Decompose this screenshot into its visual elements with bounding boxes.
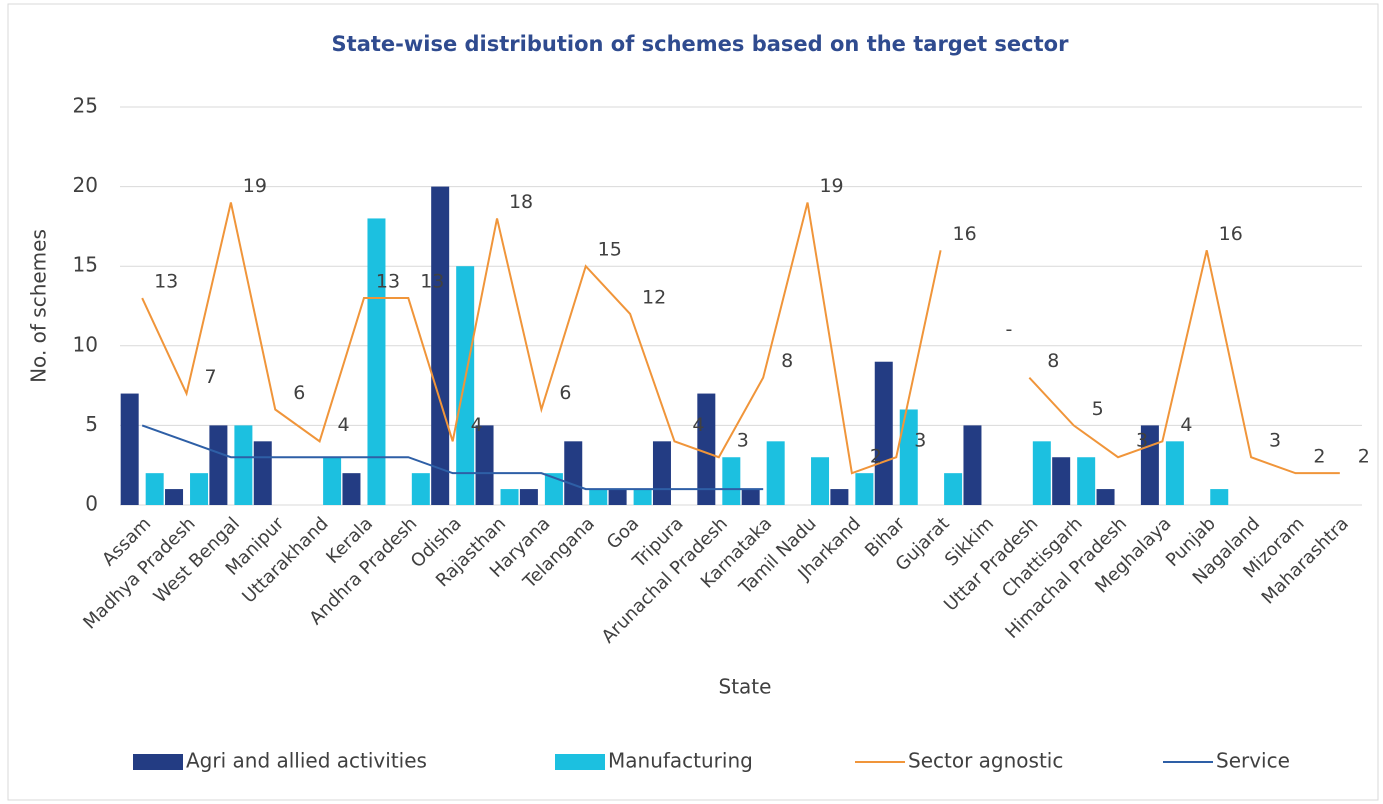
- bar: [411, 473, 430, 505]
- bar: [544, 473, 563, 505]
- bar: [1052, 457, 1071, 505]
- bar: [608, 489, 627, 505]
- bar: [855, 473, 874, 505]
- bar: [944, 473, 963, 505]
- line: [1028, 250, 1340, 475]
- data-label: 16: [1219, 223, 1243, 245]
- data-label: 2: [1313, 446, 1325, 468]
- data-label: 19: [819, 175, 843, 197]
- data-label: 6: [559, 382, 571, 404]
- bar: [190, 473, 209, 505]
- bar: [1032, 441, 1051, 505]
- bar: [766, 441, 785, 505]
- data-label: 18: [509, 191, 533, 213]
- line: [141, 424, 764, 491]
- bar: [145, 473, 164, 505]
- legend-swatch: [555, 754, 605, 770]
- line: [141, 202, 942, 475]
- y-tick-label: 15: [73, 253, 98, 277]
- legend-label: Agri and allied activities: [186, 749, 427, 773]
- bar: [1165, 441, 1184, 505]
- bar: [165, 489, 184, 505]
- data-label: 7: [204, 366, 216, 388]
- data-label: -: [1006, 318, 1013, 340]
- bar: [475, 425, 494, 505]
- bar: [500, 489, 519, 505]
- bar: [342, 473, 361, 505]
- legend-swatch: [133, 754, 183, 770]
- data-label: 4: [338, 414, 350, 436]
- data-label: 13: [420, 271, 444, 293]
- data-label: 19: [243, 175, 267, 197]
- bar: [963, 425, 982, 505]
- data-label: 3: [1269, 430, 1281, 452]
- data-label: 13: [376, 271, 400, 293]
- bar: [456, 266, 475, 505]
- bar: [431, 186, 450, 505]
- bar: [741, 489, 760, 505]
- x-axis-label: State: [719, 675, 772, 699]
- bar: [830, 489, 849, 505]
- data-label: 4: [692, 414, 704, 436]
- bar: [323, 457, 342, 505]
- bar: [1096, 489, 1115, 505]
- bar: [120, 393, 139, 505]
- bar: [564, 441, 583, 505]
- bar: [589, 489, 608, 505]
- data-label: 6: [293, 382, 305, 404]
- bar: [633, 489, 652, 505]
- legend-label: Service: [1216, 749, 1290, 773]
- y-axis-label: No. of schemes: [27, 229, 51, 383]
- bar: [899, 409, 918, 505]
- y-tick-label: 5: [85, 412, 98, 436]
- bar: [234, 425, 253, 505]
- data-label: 13: [154, 271, 178, 293]
- data-label: 4: [1180, 414, 1192, 436]
- data-label: 4: [471, 414, 483, 436]
- bar: [209, 425, 228, 505]
- data-label: 2: [870, 446, 882, 468]
- data-label: 3: [737, 430, 749, 452]
- bar: [722, 457, 741, 505]
- legend-label: Manufacturing: [608, 749, 753, 773]
- bar: [697, 393, 716, 505]
- legend-label: Sector agnostic: [908, 749, 1063, 773]
- data-label: 12: [642, 286, 666, 308]
- data-label: 3: [914, 430, 926, 452]
- chart-title: State-wise distribution of schemes based…: [332, 32, 1070, 56]
- data-label: 2: [1358, 446, 1370, 468]
- y-tick-label: 0: [85, 492, 98, 516]
- data-label: 5: [1092, 398, 1104, 420]
- bar: [652, 441, 671, 505]
- data-label: 8: [781, 350, 793, 372]
- chart-frame: [7, 3, 1379, 801]
- bar: [519, 489, 538, 505]
- bar: [367, 218, 386, 505]
- bar: [1077, 457, 1096, 505]
- bar: [811, 457, 830, 505]
- bar: [1210, 489, 1229, 505]
- bar: [253, 441, 272, 505]
- y-tick-label: 20: [73, 173, 98, 197]
- bar: [874, 361, 893, 505]
- data-label: 15: [598, 239, 622, 261]
- y-tick-label: 10: [73, 332, 98, 356]
- data-label: 8: [1047, 350, 1059, 372]
- data-label: 16: [953, 223, 977, 245]
- bar: [1140, 425, 1159, 505]
- data-label: 3: [1136, 430, 1148, 452]
- y-tick-label: 25: [73, 94, 98, 118]
